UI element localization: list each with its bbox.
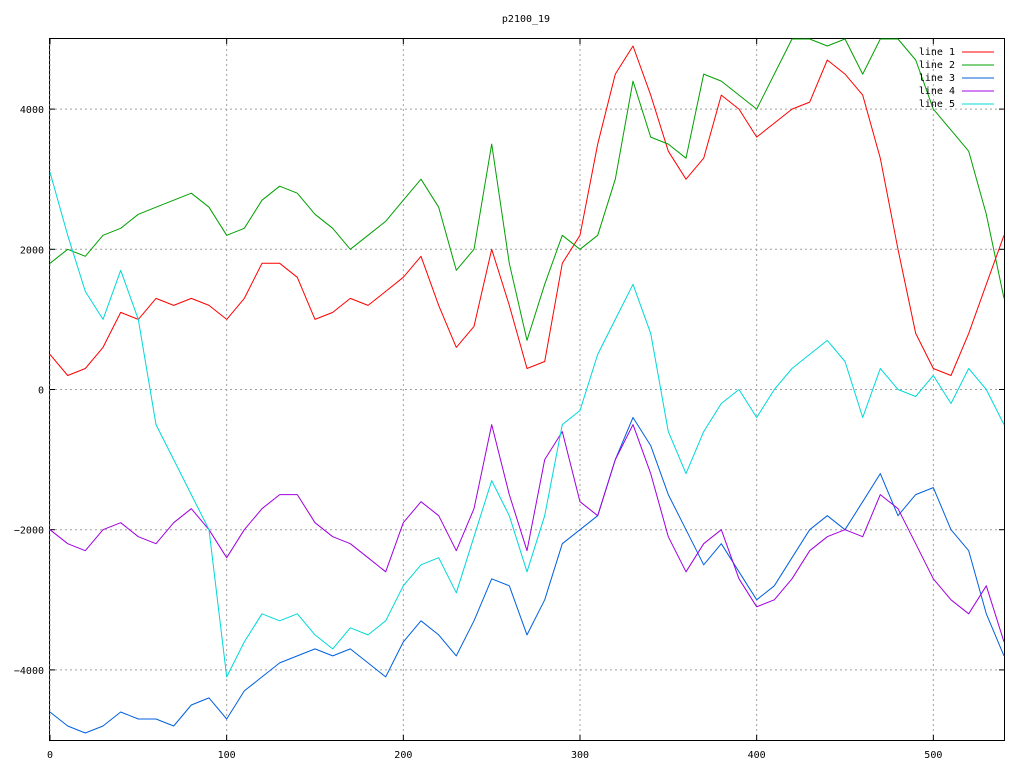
x-tick-label: 0 [47, 750, 53, 761]
x-tick-label: 200 [394, 750, 412, 761]
series-line-1 [49, 45, 1005, 376]
x-tick-label: 100 [218, 750, 236, 761]
chart-title: p2100_19 [502, 14, 550, 25]
series-line-5 [49, 172, 1005, 678]
x-tick-label: 300 [571, 750, 589, 761]
legend-label: line 5 [919, 99, 955, 110]
series-group [49, 38, 1005, 734]
y-tick-label: 4000 [20, 105, 44, 116]
axis-ticks: 0 100 200 300 400 500 −4000 −2000 0 2000 4000 [14, 39, 1004, 761]
legend: line 1 line 2 line 3 line 4 line 5 [919, 47, 994, 110]
legend-label: line 2 [919, 60, 955, 71]
x-tick-label: 400 [748, 750, 766, 761]
series-line-2 [49, 38, 1005, 341]
series-line-3 [49, 417, 1005, 734]
legend-label: line 1 [919, 47, 955, 58]
y-tick-label: −2000 [14, 526, 44, 537]
y-tick-label: 0 [38, 386, 44, 397]
y-tick-label: 2000 [20, 245, 44, 256]
legend-label: line 4 [919, 86, 955, 97]
x-tick-label: 500 [924, 750, 942, 761]
legend-label: line 3 [919, 73, 955, 84]
series-line-4 [49, 424, 1005, 643]
y-tick-label: −4000 [14, 666, 44, 677]
